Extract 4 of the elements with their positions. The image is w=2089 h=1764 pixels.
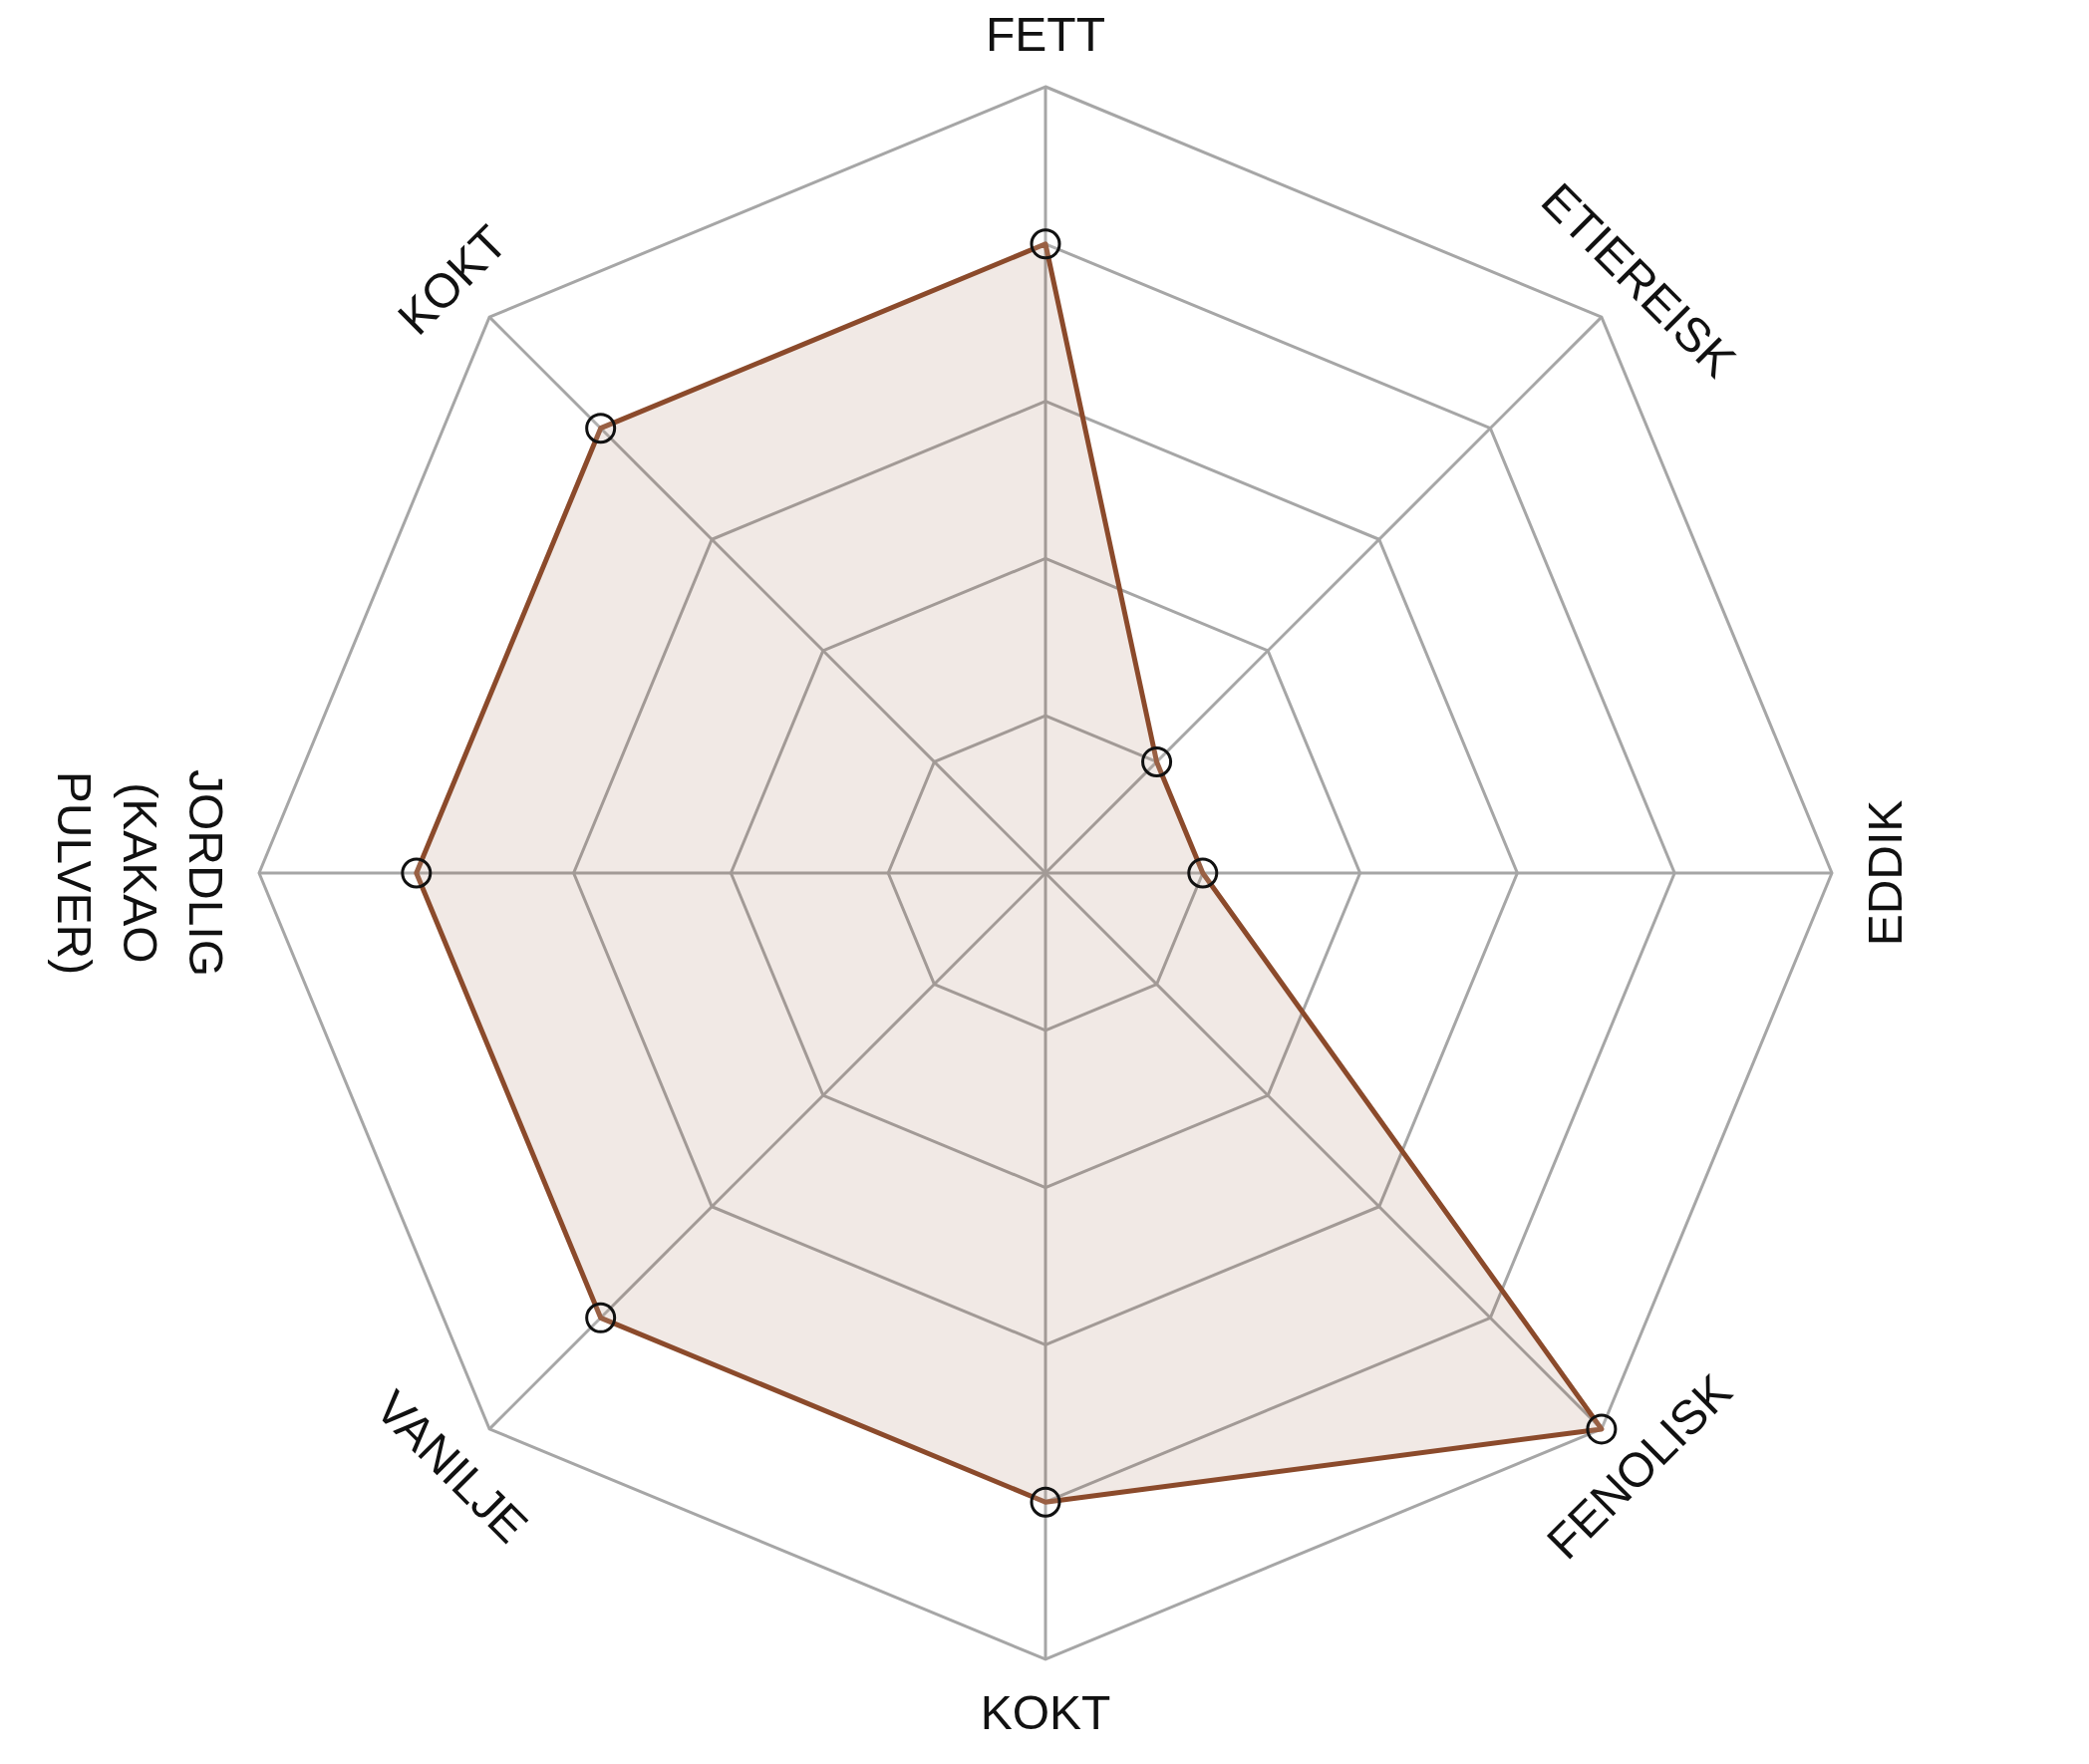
spoke-label: FETT: [986, 7, 1105, 61]
spoke-label: JORDLIG (KAKAO PULVER): [48, 768, 233, 978]
spoke-label: EDDIK: [1858, 799, 1912, 947]
spoke-label: KOKT: [980, 1685, 1111, 1739]
